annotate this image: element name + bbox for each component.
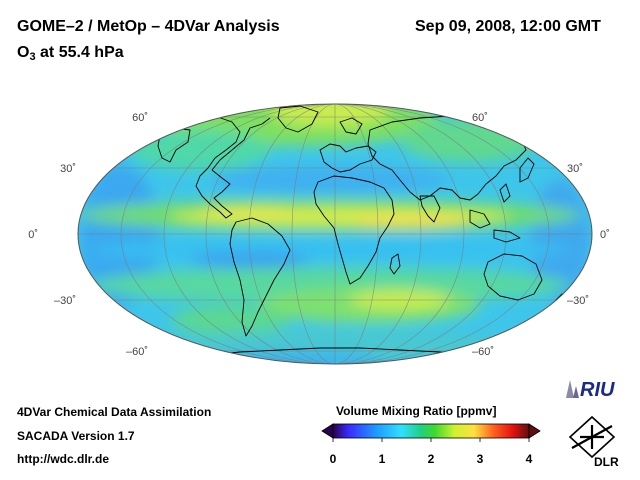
lat-label-right-30n: 30˚ (567, 163, 583, 175)
colorbar-title: Volume Mixing Ratio [ppmv] (336, 404, 497, 418)
colorbar-high-arrow (528, 423, 541, 439)
timestamp: Sep 09, 2008, 12:00 GMT (415, 18, 601, 35)
lat-label-left-0: 0˚ (28, 229, 38, 241)
riu-logo-text: RIU (580, 379, 615, 401)
species-level: O3 at 55.4 hPa (17, 44, 124, 63)
species-name: O (17, 44, 30, 61)
colorbar-tick: 1 (379, 452, 386, 466)
footer-url[interactable]: http://wdc.dlr.de (17, 452, 109, 466)
colorbar-tick: 4 (526, 452, 533, 466)
lat-label-left-60n: 60˚ (132, 112, 148, 124)
graticule (78, 104, 592, 364)
footer-line-2: SACADA Version 1.7 (17, 429, 135, 443)
colorbar-low-arrow (321, 423, 334, 439)
riu-logo: RIU (566, 379, 615, 401)
ozone-field (78, 104, 592, 364)
colorbar-tick: 0 (330, 452, 337, 466)
lat-label-right-0: 0˚ (600, 229, 610, 241)
lat-label-right-60s: –60˚ (472, 346, 494, 358)
lat-label-left-30s: –30˚ (54, 295, 76, 307)
colorbar: 0 1 2 3 4 (321, 423, 541, 466)
dlr-logo (568, 415, 616, 459)
lat-label-left-30n: 30˚ (60, 163, 76, 175)
map-title: GOME–2 / MetOp – 4DVar Analysis (17, 18, 280, 35)
dlr-logo-text: DLR (594, 455, 619, 469)
footer-line-1: 4DVar Chemical Data Assimilation (17, 405, 212, 419)
colorbar-gradient (332, 423, 530, 439)
colorbar-tick: 3 (477, 452, 484, 466)
lat-label-right-30s: –30˚ (567, 295, 589, 307)
lat-label-left-60s: –60˚ (126, 346, 148, 358)
colorbar-tick: 2 (428, 452, 435, 466)
map-outline (77, 103, 593, 365)
species-subscript: 3 (29, 51, 36, 63)
pressure-level: at 55.4 hPa (40, 44, 124, 61)
lat-label-right-60n: 60˚ (472, 112, 488, 124)
coastlines (157, 105, 567, 357)
